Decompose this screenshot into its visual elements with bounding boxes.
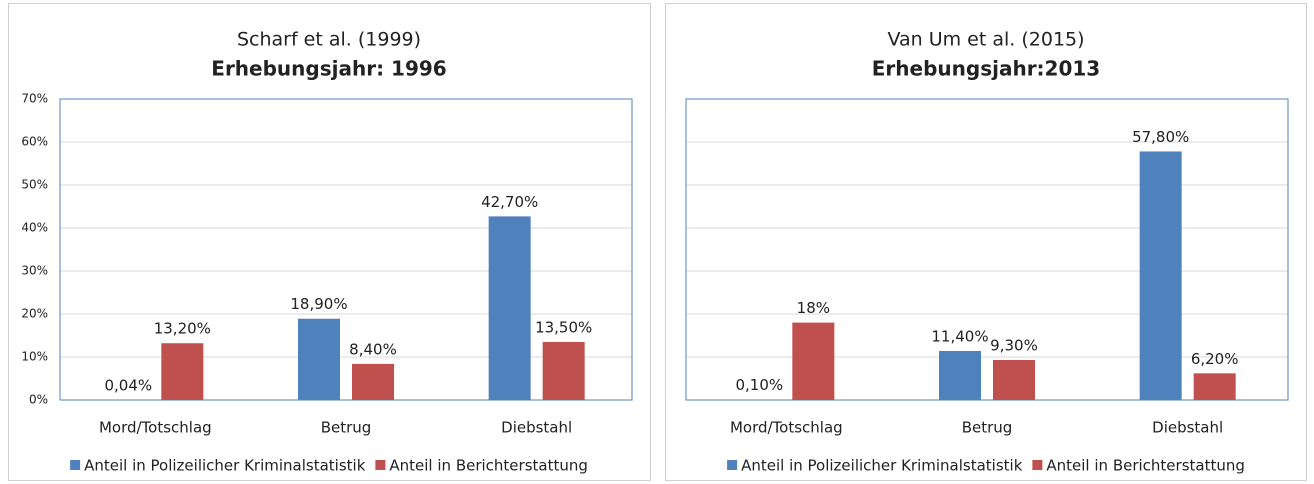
plot-border bbox=[685, 98, 1289, 401]
chart-panel bbox=[665, 3, 1307, 481]
x-tick-label: Mord/Totschlag bbox=[730, 419, 843, 437]
y-tick-label: 0% bbox=[29, 393, 48, 407]
legend-label: Anteil in Polizeilicher Kriminalstatisti… bbox=[84, 457, 366, 475]
y-tick-label: 20% bbox=[21, 307, 48, 321]
x-tick-label: Diebstahl bbox=[1152, 419, 1223, 437]
data-label: 57,80% bbox=[1132, 128, 1189, 146]
bar bbox=[939, 350, 981, 400]
y-tick-label: 50% bbox=[21, 178, 48, 192]
x-tick-label: Diebstahl bbox=[501, 419, 572, 437]
y-tick-label: 40% bbox=[21, 221, 48, 235]
x-tick-label: Betrug bbox=[321, 419, 372, 437]
data-label: 9,30% bbox=[990, 337, 1038, 355]
plot-border bbox=[59, 98, 633, 401]
bar bbox=[352, 363, 394, 400]
bar bbox=[298, 318, 340, 400]
bar bbox=[792, 322, 835, 400]
x-tick-label: Mord/Totschlag bbox=[99, 419, 212, 437]
data-label: 13,20% bbox=[154, 320, 211, 338]
bar bbox=[542, 341, 585, 400]
x-tick-label: Betrug bbox=[962, 419, 1013, 437]
bar bbox=[161, 343, 204, 400]
chart-subtitle: Erhebungsjahr:2013 bbox=[872, 57, 1100, 81]
data-label: 0,10% bbox=[736, 376, 784, 394]
legend-label: Anteil in Polizeilicher Kriminalstatisti… bbox=[741, 457, 1023, 475]
y-tick-label: 30% bbox=[21, 264, 48, 278]
legend-swatch bbox=[727, 460, 738, 470]
data-label: 6,20% bbox=[1191, 350, 1239, 368]
data-label: 8,40% bbox=[349, 340, 397, 358]
data-label: 11,40% bbox=[931, 327, 988, 345]
chart-subtitle: Erhebungsjahr: 1996 bbox=[211, 57, 446, 81]
bar bbox=[1139, 151, 1182, 400]
data-label: 0,04% bbox=[105, 376, 153, 394]
legend-swatch bbox=[1032, 460, 1043, 470]
data-label: 13,50% bbox=[535, 318, 592, 336]
y-tick-label: 70% bbox=[21, 92, 48, 106]
y-tick-label: 60% bbox=[21, 135, 48, 149]
chart-title: Van Um et al. (2015) bbox=[887, 29, 1084, 51]
data-label: 42,70% bbox=[481, 193, 538, 211]
bar bbox=[993, 360, 1035, 400]
data-label: 18% bbox=[797, 299, 830, 317]
chart-title: Scharf et al. (1999) bbox=[237, 29, 421, 51]
legend-swatch bbox=[375, 460, 386, 470]
legend-swatch bbox=[70, 460, 81, 470]
bar bbox=[1193, 373, 1236, 400]
data-label: 18,90% bbox=[290, 295, 347, 313]
chart-panel bbox=[8, 3, 651, 481]
bar bbox=[488, 216, 531, 400]
legend-label: Anteil in Berichterstattung bbox=[389, 457, 588, 475]
y-tick-label: 10% bbox=[21, 350, 48, 364]
legend-label: Anteil in Berichterstattung bbox=[1046, 457, 1245, 475]
